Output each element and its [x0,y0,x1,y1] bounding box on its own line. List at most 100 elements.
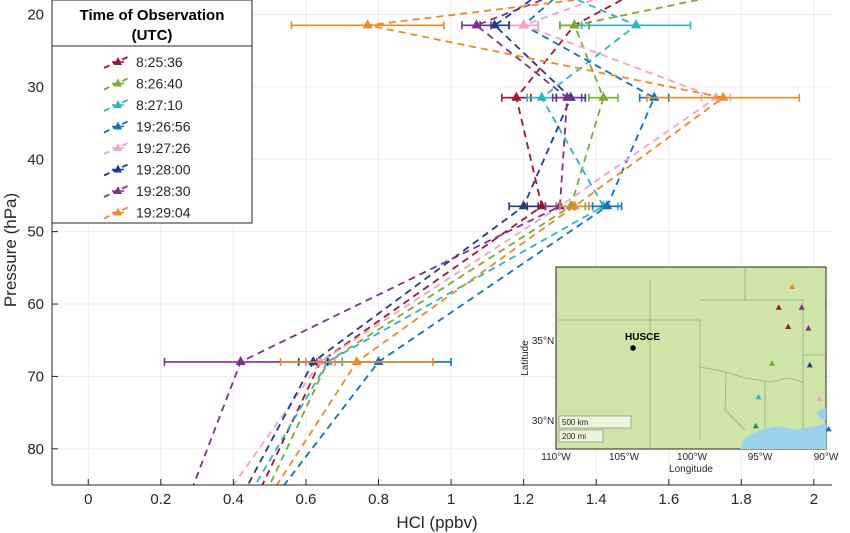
legend-label: 8:25:36 [136,54,183,70]
data-point [718,91,729,101]
y-tick-label: 80 [27,441,44,458]
map-station-marker [789,283,796,289]
map-xtick-95: 95°W [748,452,773,463]
map-xlabel: Longitude [669,464,713,475]
x-tick-label: 0.4 [223,491,244,508]
data-point [562,91,573,101]
legend-label: 8:26:40 [136,76,183,92]
legend-box [51,0,253,224]
map-xtick-110: 110°W [541,452,571,463]
legend-swatch-marker [114,207,122,216]
x-tick-label: 0.2 [150,491,171,508]
axes: 0 0.2 0.4 0.6 0.8 1 1.2 1.4 1.6 1.8 2 20 30 40 50 60 70 8… [27,0,832,508]
gulf-of-mexico [740,423,826,449]
map-ytick-35: 35°N [532,336,554,347]
series-line [247,0,572,485]
state-border [724,371,746,431]
data-point [536,91,547,101]
map-station-marker [775,304,782,310]
legend-subtitle: (UTC) [132,27,173,44]
legend-swatch-marker [114,78,122,87]
series-line [232,0,718,485]
x-axis-label: HCl (ppbv) [396,513,477,532]
map-station-marker [816,395,823,401]
legend-item: 8:25:36 [103,54,183,70]
data-point [602,200,613,210]
y-axis-label: Pressure (hPa) [1,193,20,307]
map-xtick-105: 105°W [609,452,640,463]
series-line [276,0,726,485]
legend-swatch-marker [114,100,122,108]
legend-title: Time of Observation [80,7,225,24]
legend-item: 19:28:00 [103,162,191,178]
x-tick-label: 0 [84,491,92,508]
legend-label: 19:26:56 [136,119,191,135]
legend: Time of Observation (UTC) 8:25:36 8:26:40… [51,0,253,224]
y-tick-label: 40 [27,151,44,168]
legend-item: 19:26:56 [103,119,191,135]
inset-map: HUSCE 500 km 200 mi 35°N 30°N Latitude 1… [520,266,839,475]
series-line [254,0,638,485]
x-tick-label: 2 [810,491,818,508]
legend-label: 19:29:04 [136,205,191,221]
lake-pontchartrain [817,408,826,420]
data-point [511,91,522,101]
legend-label: 8:27:10 [136,97,183,113]
series-line [192,0,569,485]
map-station-marker [755,393,762,400]
data-point [569,19,580,29]
map-station-marker [769,360,775,366]
map-xtick-90: 90°W [814,452,839,463]
data-point [536,200,547,210]
x-tick-label: 1 [447,491,455,508]
site-label: HUSCE [625,332,660,343]
legend-label: 19:28:30 [136,183,191,199]
y-tick-label: 30 [27,79,44,96]
map-station-marker [785,323,792,329]
legend-swatch-marker [114,164,122,173]
legend-label: 19:28:00 [136,162,191,178]
legend-swatch-marker [114,57,122,65]
data-point [362,19,373,29]
state-border [699,366,804,383]
data-point [518,200,529,210]
data-point [235,355,246,365]
legend-items: 8:25:36 8:26:40 8:27:10 19:26:56 19:27:26 19:… [103,54,191,221]
x-tick-label: 1.8 [731,491,752,508]
legend-item: 8:26:40 [103,76,183,92]
series-clip [163,0,801,485]
legend-swatch-marker [114,143,122,151]
data-point [631,19,642,29]
site-marker [630,345,636,351]
map-station-marker [825,425,832,432]
legend-item: 19:29:04 [103,205,191,221]
legend-label: 19:27:26 [136,140,191,156]
x-tick-label: 1.4 [586,491,607,508]
map-station-marker [805,325,812,331]
state-borders [556,267,826,449]
x-tick-label: 1.2 [513,491,534,508]
legend-item: 19:27:26 [103,140,191,156]
scale-mi-box [558,429,604,443]
map-station-marker [752,422,759,429]
map-xtick-100: 100°W [677,452,708,463]
y-tick-label: 70 [27,368,44,385]
legend-item: 19:28:30 [103,183,191,199]
data-point [518,19,529,29]
y-tick-label: 60 [27,296,44,313]
data-point [598,91,609,101]
x-tick-label: 1.6 [658,491,679,508]
x-tick-label: 0.6 [296,491,317,508]
scale-km-label: 500 km [562,418,589,427]
state-border [556,319,701,367]
map-ylabel: Latitude [520,340,531,376]
x-tick-label: 0.8 [368,491,389,508]
series-line [268,0,698,485]
map-markers [752,283,832,432]
data-point [351,355,362,365]
y-tick-label: 50 [27,224,44,241]
map-station-marker [798,304,805,310]
data-point [489,19,500,29]
legend-swatch-marker [114,186,122,194]
